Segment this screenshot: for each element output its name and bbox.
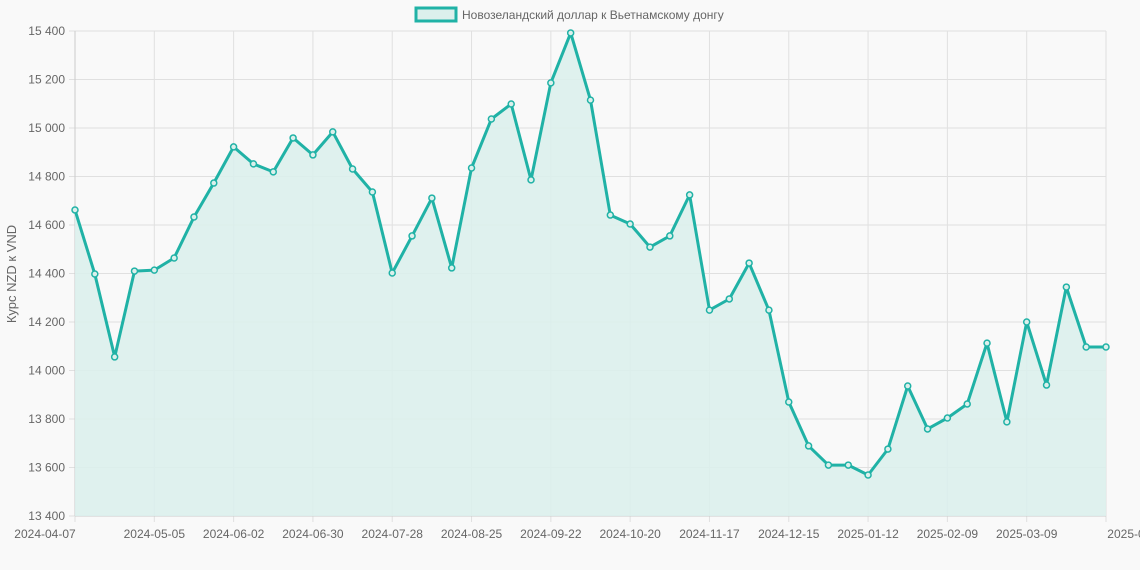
data-point[interactable] xyxy=(110,353,119,361)
data-point[interactable] xyxy=(666,232,674,240)
data-point[interactable] xyxy=(547,79,555,87)
x-tick-label: 2025-03-31 xyxy=(1107,527,1140,541)
data-point[interactable] xyxy=(745,259,753,267)
x-tick-label: 2024-12-15 xyxy=(758,527,820,541)
y-tick-label: 13 400 xyxy=(28,509,65,523)
y-tick-label: 14 200 xyxy=(28,315,65,329)
data-point[interactable] xyxy=(91,270,99,278)
data-point[interactable] xyxy=(447,264,456,272)
data-point[interactable] xyxy=(210,179,218,187)
data-point[interactable] xyxy=(408,232,416,240)
x-tick-label: 2024-10-20 xyxy=(599,527,661,541)
data-point[interactable] xyxy=(487,115,496,123)
data-point[interactable] xyxy=(983,339,991,347)
y-tick-label: 13 600 xyxy=(28,461,65,475)
data-point[interactable] xyxy=(348,165,357,173)
data-point[interactable] xyxy=(329,128,337,136)
data-point[interactable] xyxy=(1022,318,1031,326)
data-point[interactable] xyxy=(388,269,396,277)
data-point[interactable] xyxy=(1003,418,1011,426)
data-point[interactable] xyxy=(646,243,654,251)
data-point[interactable] xyxy=(884,445,892,453)
data-point[interactable] xyxy=(824,461,833,469)
data-point[interactable] xyxy=(725,295,734,303)
y-tick-label: 14 600 xyxy=(28,218,65,232)
data-point[interactable] xyxy=(269,168,278,176)
y-tick-label: 15 400 xyxy=(28,24,65,38)
legend-label: Новозеландский доллар к Вьетнамскому дон… xyxy=(462,8,724,22)
x-tick-label: 2024-06-02 xyxy=(203,527,265,541)
y-tick-label: 15 200 xyxy=(28,73,65,87)
x-tick-label: 2024-05-05 xyxy=(124,527,186,541)
data-point[interactable] xyxy=(467,164,476,172)
x-tick-label: 2024-09-22 xyxy=(520,527,582,541)
data-point[interactable] xyxy=(586,96,595,104)
data-point[interactable] xyxy=(566,29,575,37)
y-tick-label: 14 400 xyxy=(28,267,65,281)
data-point[interactable] xyxy=(150,266,159,274)
data-point[interactable] xyxy=(229,143,238,151)
data-point[interactable] xyxy=(130,267,139,275)
y-tick-label: 14 800 xyxy=(28,170,65,184)
y-tick-label: 14 000 xyxy=(28,364,65,378)
data-point[interactable] xyxy=(804,442,813,450)
data-point[interactable] xyxy=(1082,343,1090,351)
data-point[interactable] xyxy=(685,191,694,199)
data-point[interactable] xyxy=(785,398,793,406)
data-point[interactable] xyxy=(170,254,178,262)
data-point[interactable] xyxy=(626,220,634,228)
data-point[interactable] xyxy=(527,176,535,184)
legend[interactable]: Новозеландский доллар к Вьетнамскому дон… xyxy=(414,6,724,23)
data-point[interactable] xyxy=(844,461,852,469)
data-point[interactable] xyxy=(765,306,773,314)
data-point[interactable] xyxy=(705,306,714,314)
area-fill xyxy=(75,32,1106,517)
data-point[interactable] xyxy=(903,382,912,390)
x-tick-label: 2025-03-09 xyxy=(996,527,1058,541)
x-tick-label: 2024-08-25 xyxy=(441,527,503,541)
data-point[interactable] xyxy=(963,400,971,408)
x-tick-label: 2024-06-30 xyxy=(282,527,344,541)
x-tick-label: 2025-01-12 xyxy=(837,527,899,541)
y-tick-label: 13 800 xyxy=(28,412,65,426)
data-point[interactable] xyxy=(309,151,317,159)
x-tick-label: 2024-04-07 xyxy=(14,527,76,541)
data-point[interactable] xyxy=(943,414,952,422)
y-tick-label: 15 000 xyxy=(28,121,65,135)
data-point[interactable] xyxy=(923,425,932,433)
x-tick-label: 2024-11-17 xyxy=(679,527,740,541)
data-point[interactable] xyxy=(507,100,515,108)
y-axis-label: Курс NZD к VND xyxy=(4,225,19,323)
data-point[interactable] xyxy=(190,213,198,221)
x-tick-label: 2025-02-09 xyxy=(917,527,979,541)
data-point[interactable] xyxy=(249,160,258,168)
data-point[interactable] xyxy=(1102,343,1110,351)
data-point[interactable] xyxy=(864,471,872,479)
legend-swatch xyxy=(414,6,458,23)
data-point[interactable] xyxy=(289,134,297,142)
data-point[interactable] xyxy=(1042,381,1051,389)
data-point[interactable] xyxy=(71,206,79,214)
data-point[interactable] xyxy=(1062,283,1071,291)
x-tick-label: 2024-07-28 xyxy=(362,527,424,541)
data-point[interactable] xyxy=(368,188,377,196)
data-point[interactable] xyxy=(606,211,615,219)
data-point[interactable] xyxy=(428,194,436,202)
